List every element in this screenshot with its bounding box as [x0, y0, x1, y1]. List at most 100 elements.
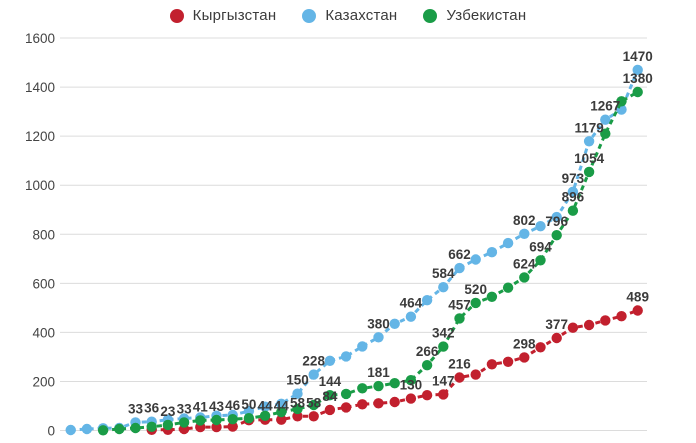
point-annotation: 973	[562, 171, 585, 186]
point-annotation: 584	[432, 266, 455, 281]
data-point-Казахстан	[583, 136, 595, 147]
data-point-Казахстан	[551, 211, 562, 223]
point-annotation: 266	[416, 344, 439, 359]
data-point-Узбекистан	[583, 166, 595, 178]
data-point-Узбекистан	[357, 383, 368, 394]
point-annotation: 181	[367, 365, 390, 380]
data-point-Узбекистан	[178, 417, 190, 428]
data-point-Кыргызстан	[276, 414, 287, 425]
y-axis-tick-label: 400	[32, 325, 55, 340]
data-point-Узбекистан	[292, 403, 303, 415]
point-annotation: 46	[225, 398, 241, 413]
data-point-Казахстан	[65, 424, 76, 436]
data-point-Кыргызстан	[324, 404, 336, 416]
data-point-Казахстан	[567, 186, 579, 197]
data-point-Кыргызстан	[519, 352, 530, 363]
point-annotation: 896	[562, 190, 585, 205]
data-point-Кыргызстан	[600, 315, 611, 326]
data-point-Узбекистан	[308, 399, 319, 411]
point-annotation: 1179	[574, 120, 603, 135]
data-point-Кыргызстан	[357, 399, 368, 410]
point-annotation: 130	[400, 378, 423, 393]
data-point-Кыргызстан	[616, 311, 627, 322]
data-point-Узбекистан	[519, 272, 530, 283]
point-annotation: 144	[319, 374, 342, 389]
data-point-Кыргызстан	[454, 372, 465, 383]
data-point-Казахстан	[405, 311, 417, 322]
data-point-Кыргызстан	[292, 411, 303, 422]
point-annotation: 802	[513, 213, 536, 228]
data-point-Кыргызстан	[583, 319, 595, 331]
point-annotation: 1470	[623, 49, 653, 64]
point-annotation: 44	[274, 399, 290, 414]
data-point-Казахстан	[600, 114, 611, 125]
data-point-Кыргызстан	[389, 396, 400, 408]
y-axis-tick-label: 1400	[25, 80, 55, 95]
data-point-Казахстан	[421, 295, 433, 306]
point-annotation: 457	[448, 297, 471, 312]
y-axis-tick-label: 600	[32, 276, 55, 291]
data-point-Узбекистан	[502, 282, 514, 293]
data-point-Кыргызстан	[535, 342, 546, 353]
data-point-Узбекистан	[438, 341, 449, 352]
y-axis-tick-label: 0	[47, 424, 55, 439]
point-annotation: 380	[367, 316, 390, 331]
data-point-Узбекистан	[114, 423, 125, 435]
data-point-Узбекистан	[324, 390, 336, 401]
data-point-Узбекистан	[600, 128, 611, 139]
series-line-Казахстан	[70, 69, 640, 432]
data-point-Узбекистан	[276, 406, 287, 418]
data-point-Узбекистан	[373, 380, 384, 392]
data-point-Узбекистан	[470, 297, 481, 309]
legend-marker-uzbekistan-icon	[423, 8, 438, 23]
data-point-Кыргызстан	[438, 389, 449, 400]
point-annotation: 694	[529, 239, 552, 254]
data-point-Узбекистан	[551, 230, 562, 241]
data-point-Кыргызстан	[308, 411, 319, 422]
legend-label-uzbekistan: Узбекистан	[446, 7, 527, 24]
data-point-Казахстан	[470, 254, 481, 265]
series-line-Узбекистан	[102, 90, 639, 432]
data-point-Узбекистан	[146, 421, 157, 432]
legend-marker-kazakhstan-icon	[302, 8, 317, 23]
data-point-Узбекистан	[616, 96, 627, 107]
legend-item-kazakhstan: Казахстан	[302, 7, 397, 24]
data-point-Казахстан	[486, 247, 498, 258]
point-annotation: 44	[258, 399, 274, 414]
data-point-Узбекистан	[567, 205, 579, 216]
point-annotation: 147	[432, 373, 455, 388]
data-point-Казахстан	[535, 221, 546, 232]
y-axis-tick-label: 800	[32, 227, 55, 242]
data-point-Узбекистан	[130, 422, 141, 434]
data-point-Казахстан	[632, 64, 643, 76]
point-annotation: 23	[160, 404, 176, 419]
data-point-Казахстан	[308, 369, 319, 380]
data-point-Казахстан	[389, 318, 400, 329]
point-annotation: 520	[464, 282, 487, 297]
y-axis-tick-label: 1600	[25, 31, 55, 46]
data-point-Кыргызстан	[470, 369, 481, 380]
data-point-Узбекистан	[211, 414, 222, 426]
point-annotation: 216	[448, 357, 471, 372]
data-point-Казахстан	[502, 237, 514, 249]
point-annotation: 150	[286, 373, 309, 388]
point-annotation: 298	[513, 336, 536, 351]
data-point-Кыргызстан	[551, 332, 562, 344]
point-annotation: 624	[513, 256, 536, 271]
data-point-Казахстан	[357, 341, 368, 352]
data-point-Узбекистан	[162, 419, 174, 431]
point-annotation: 1380	[623, 71, 653, 86]
point-annotation: 464	[400, 296, 423, 311]
point-annotation: 43	[209, 399, 225, 414]
data-point-Казахстан	[81, 423, 93, 435]
data-point-Узбекистан	[535, 255, 546, 266]
point-annotation: 1054	[574, 151, 605, 166]
y-axis-tick-label: 1200	[25, 129, 55, 144]
data-point-Узбекистан	[421, 360, 433, 371]
data-point-Казахстан	[292, 388, 303, 399]
data-point-Узбекистан	[243, 413, 255, 424]
data-point-Узбекистан	[405, 375, 417, 386]
point-annotation: 489	[626, 290, 649, 305]
